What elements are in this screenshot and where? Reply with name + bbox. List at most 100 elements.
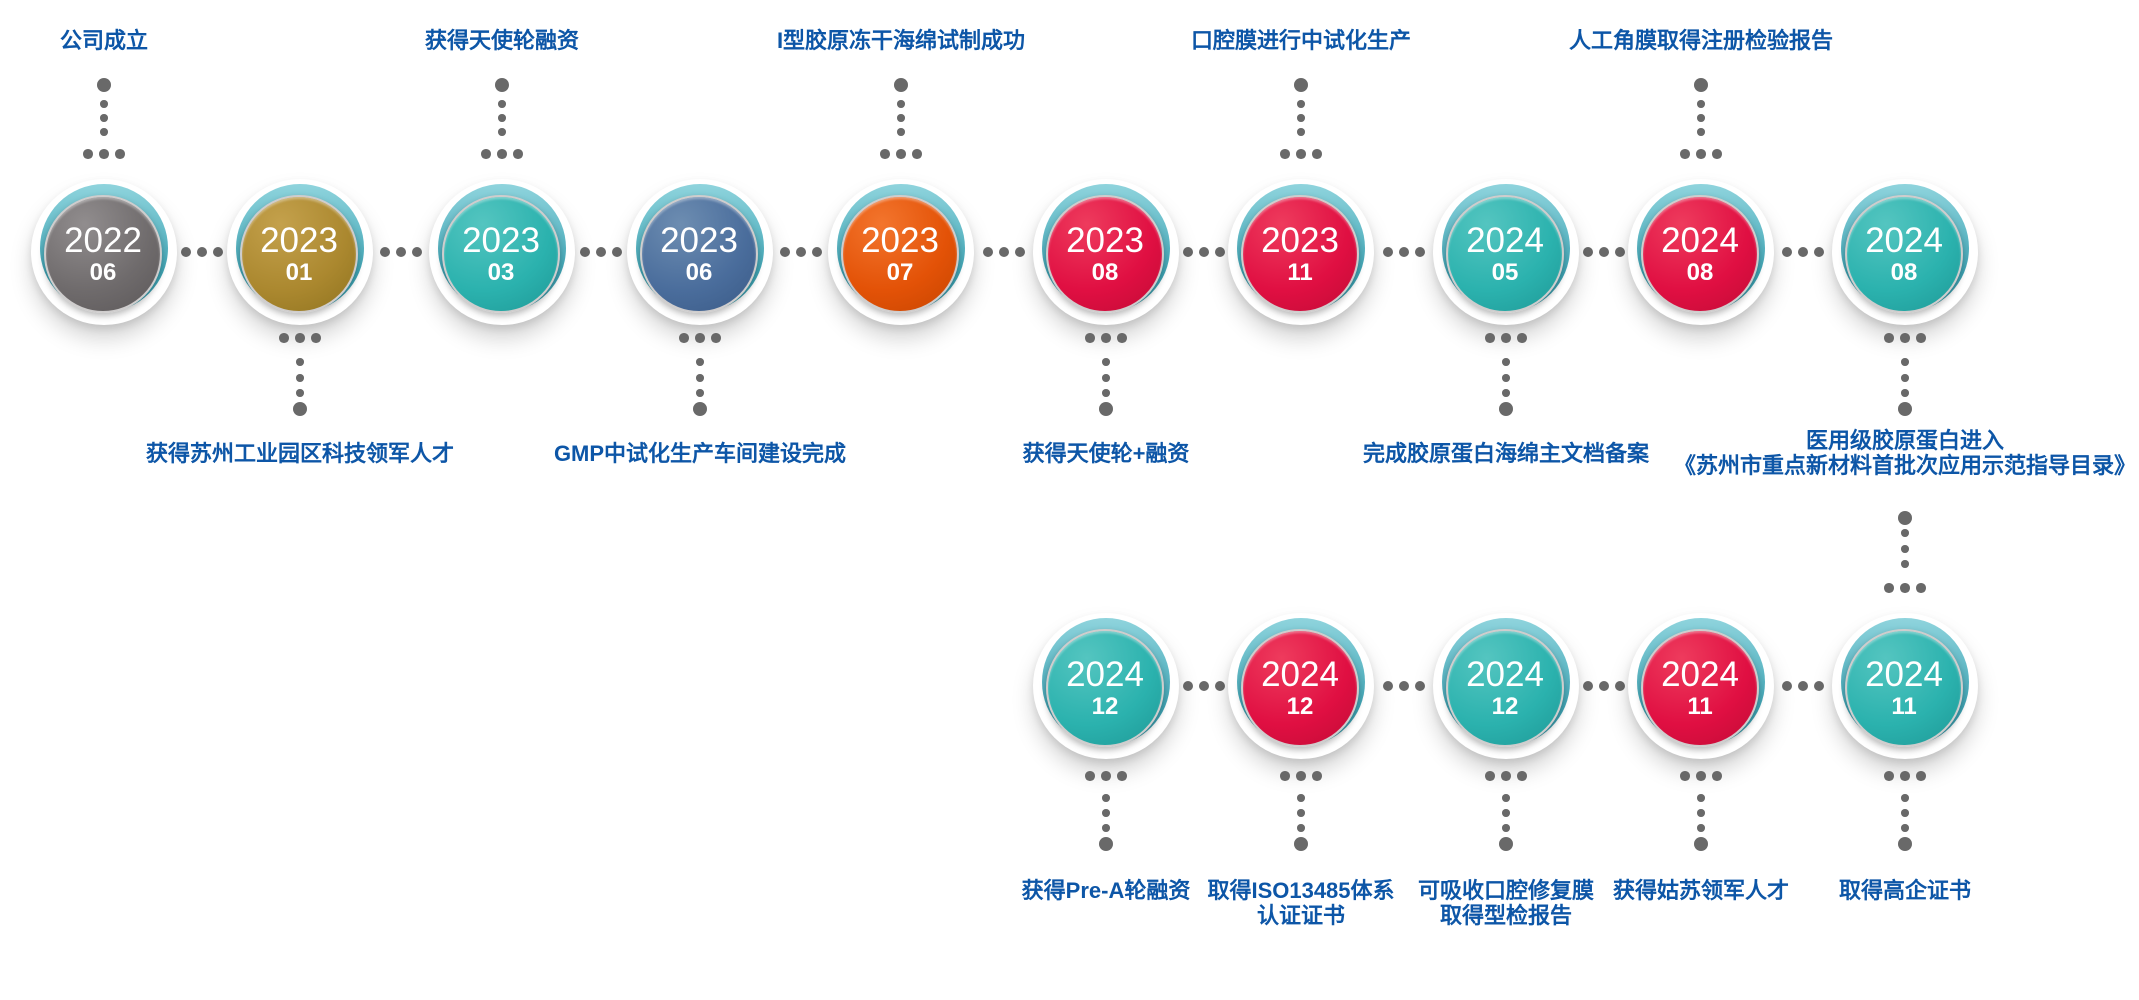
milestone-badge-2022-06: 2022 06 bbox=[31, 179, 177, 325]
connector-dot bbox=[1502, 358, 1510, 366]
milestone-badge-2023-11: 2023 11 bbox=[1228, 179, 1374, 325]
connector-dot bbox=[998, 247, 1009, 257]
milestone-label: 公司成立 bbox=[0, 28, 384, 53]
badge-inner-circle: 2023 08 bbox=[1046, 195, 1164, 313]
milestone-month: 03 bbox=[487, 259, 515, 286]
milestone-label-line: 获得姑苏领军人才 bbox=[1612, 878, 1789, 903]
connector-dot bbox=[1101, 771, 1111, 781]
connector-dot bbox=[498, 100, 506, 108]
connector-dot bbox=[1182, 681, 1193, 691]
connector-dot bbox=[1901, 794, 1909, 802]
milestone-label: 医用级胶原蛋白进入 《苏州市重点新材料首批次应用示范指导目录》 bbox=[1625, 428, 2139, 478]
connector-dot bbox=[1697, 824, 1705, 832]
connector-dot bbox=[1102, 794, 1110, 802]
connector-dot bbox=[1884, 333, 1894, 343]
milestone-label-line: 人工角膜取得注册检验报告 bbox=[1568, 28, 1833, 53]
milestone-year: 2023 bbox=[260, 221, 338, 260]
milestone-year: 2024 bbox=[1066, 655, 1144, 694]
connector-dot bbox=[912, 149, 922, 159]
badge-inner-circle: 2024 05 bbox=[1446, 195, 1564, 313]
milestone-year: 2024 bbox=[1661, 221, 1739, 260]
connector-dot bbox=[513, 149, 523, 159]
badge-inner-circle: 2024 12 bbox=[1046, 629, 1164, 747]
connector-dot bbox=[1485, 771, 1495, 781]
milestone-label-line: 口腔膜进行中试化生产 bbox=[1190, 28, 1411, 53]
milestone-year: 2024 bbox=[1261, 655, 1339, 694]
connector-dot bbox=[1901, 545, 1909, 553]
connector-dot bbox=[1085, 333, 1095, 343]
connector-dot bbox=[695, 333, 705, 343]
connector-dot bbox=[897, 128, 905, 136]
connector-dot bbox=[1499, 402, 1513, 416]
connector-dot bbox=[1014, 247, 1025, 257]
milestone-year: 2023 bbox=[1261, 221, 1339, 260]
milestone-year: 2023 bbox=[660, 221, 738, 260]
milestone-label: 可吸收口腔修复膜 取得型检报告 bbox=[1226, 878, 1786, 928]
milestone-year: 2024 bbox=[1865, 655, 1943, 694]
milestone-label-line: 完成胶原蛋白海绵主文档备案 bbox=[1362, 441, 1649, 466]
connector-dot bbox=[1297, 114, 1305, 122]
badge-inner-circle: 2023 07 bbox=[841, 195, 959, 313]
connector-dot bbox=[293, 402, 307, 416]
connector-dot bbox=[693, 402, 707, 416]
connector-dot bbox=[1398, 247, 1409, 257]
connector-dot bbox=[181, 247, 191, 257]
milestone-label-line: 取得型检报告 bbox=[1439, 903, 1572, 928]
connector-dot bbox=[1694, 837, 1708, 851]
connector-dot bbox=[1517, 771, 1527, 781]
connector-dot bbox=[100, 114, 108, 122]
connector-dot bbox=[1782, 681, 1792, 691]
badge-inner-circle: 2023 03 bbox=[442, 195, 560, 313]
connector-dot bbox=[1501, 333, 1511, 343]
connector-dot bbox=[1297, 100, 1305, 108]
connector-dot bbox=[896, 149, 906, 159]
connector-dot bbox=[1198, 247, 1209, 257]
milestone-badge-2024-08: 2024 08 bbox=[1628, 179, 1774, 325]
connector-dot bbox=[1297, 128, 1305, 136]
milestone-badge-2024-12: 2024 12 bbox=[1433, 613, 1579, 759]
milestone-badge-2023-01: 2023 01 bbox=[227, 179, 373, 325]
connector-dot bbox=[1582, 681, 1593, 691]
connector-dot bbox=[295, 333, 305, 343]
milestone-badge-2024-08: 2024 08 bbox=[1832, 179, 1978, 325]
milestone-label: 获得天使轮融资 bbox=[222, 28, 782, 53]
milestone-month: 01 bbox=[285, 259, 313, 286]
connector-dot bbox=[1884, 771, 1894, 781]
badge-inner-circle: 2024 12 bbox=[1241, 629, 1359, 747]
badge-inner-circle: 2022 06 bbox=[44, 195, 162, 313]
milestone-badge-2024-12: 2024 12 bbox=[1033, 613, 1179, 759]
connector-dot bbox=[498, 114, 506, 122]
milestone-year: 2022 bbox=[64, 221, 142, 260]
milestone-month: 08 bbox=[1890, 259, 1918, 286]
milestone-badge-2024-11: 2024 11 bbox=[1628, 613, 1774, 759]
connector-dot bbox=[1182, 247, 1193, 257]
connector-dot bbox=[897, 100, 905, 108]
connector-dot bbox=[1798, 681, 1808, 691]
milestone-year: 2024 bbox=[1466, 655, 1544, 694]
connector-dot bbox=[279, 333, 289, 343]
connector-dot bbox=[481, 149, 491, 159]
connector-dot bbox=[1102, 389, 1110, 397]
connector-dot bbox=[1916, 333, 1926, 343]
milestone-label-line: 公司成立 bbox=[59, 28, 148, 53]
connector-dot bbox=[1382, 681, 1393, 691]
connector-dot bbox=[795, 247, 806, 257]
connector-dot bbox=[1501, 771, 1511, 781]
connector-dot bbox=[1297, 809, 1305, 817]
milestone-year: 2023 bbox=[462, 221, 540, 260]
connector-dot bbox=[1101, 333, 1111, 343]
connector-dot bbox=[396, 247, 406, 257]
connector-dot bbox=[380, 247, 390, 257]
milestone-label: 人工角膜取得注册检验报告 bbox=[1421, 28, 1981, 53]
connector-dot bbox=[1712, 771, 1722, 781]
milestone-label-line: GMP中试化生产车间建设完成 bbox=[553, 441, 847, 466]
milestone-month: 12 bbox=[1091, 693, 1119, 720]
milestone-label-line: 取得ISO13485体系 bbox=[1207, 878, 1395, 903]
connector-dot bbox=[1296, 771, 1306, 781]
connector-dot bbox=[1099, 402, 1113, 416]
milestone-year: 2024 bbox=[1865, 221, 1943, 260]
connector-dot bbox=[982, 247, 993, 257]
badge-inner-circle: 2024 08 bbox=[1845, 195, 1963, 313]
connector-dot bbox=[1884, 583, 1894, 593]
